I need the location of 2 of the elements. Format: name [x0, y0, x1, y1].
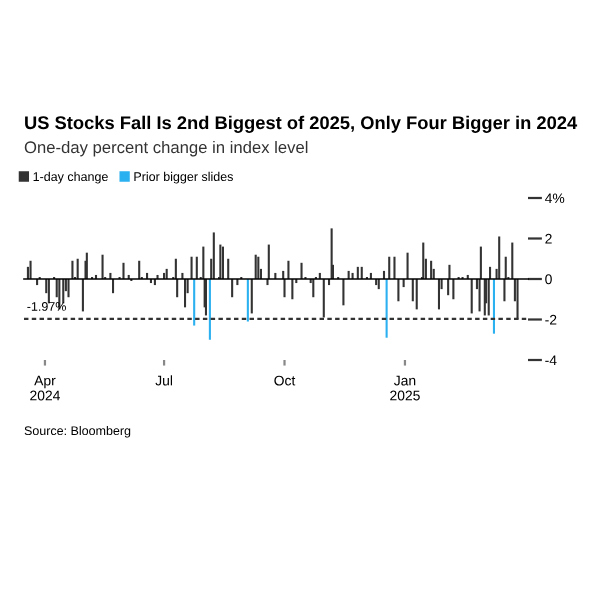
chart-subtitle: One-day percent change in index level [24, 140, 308, 157]
chart-title: US Stocks Fall Is 2nd Biggest of 2025, Only Four Bigger in 2024 [25, 115, 578, 133]
